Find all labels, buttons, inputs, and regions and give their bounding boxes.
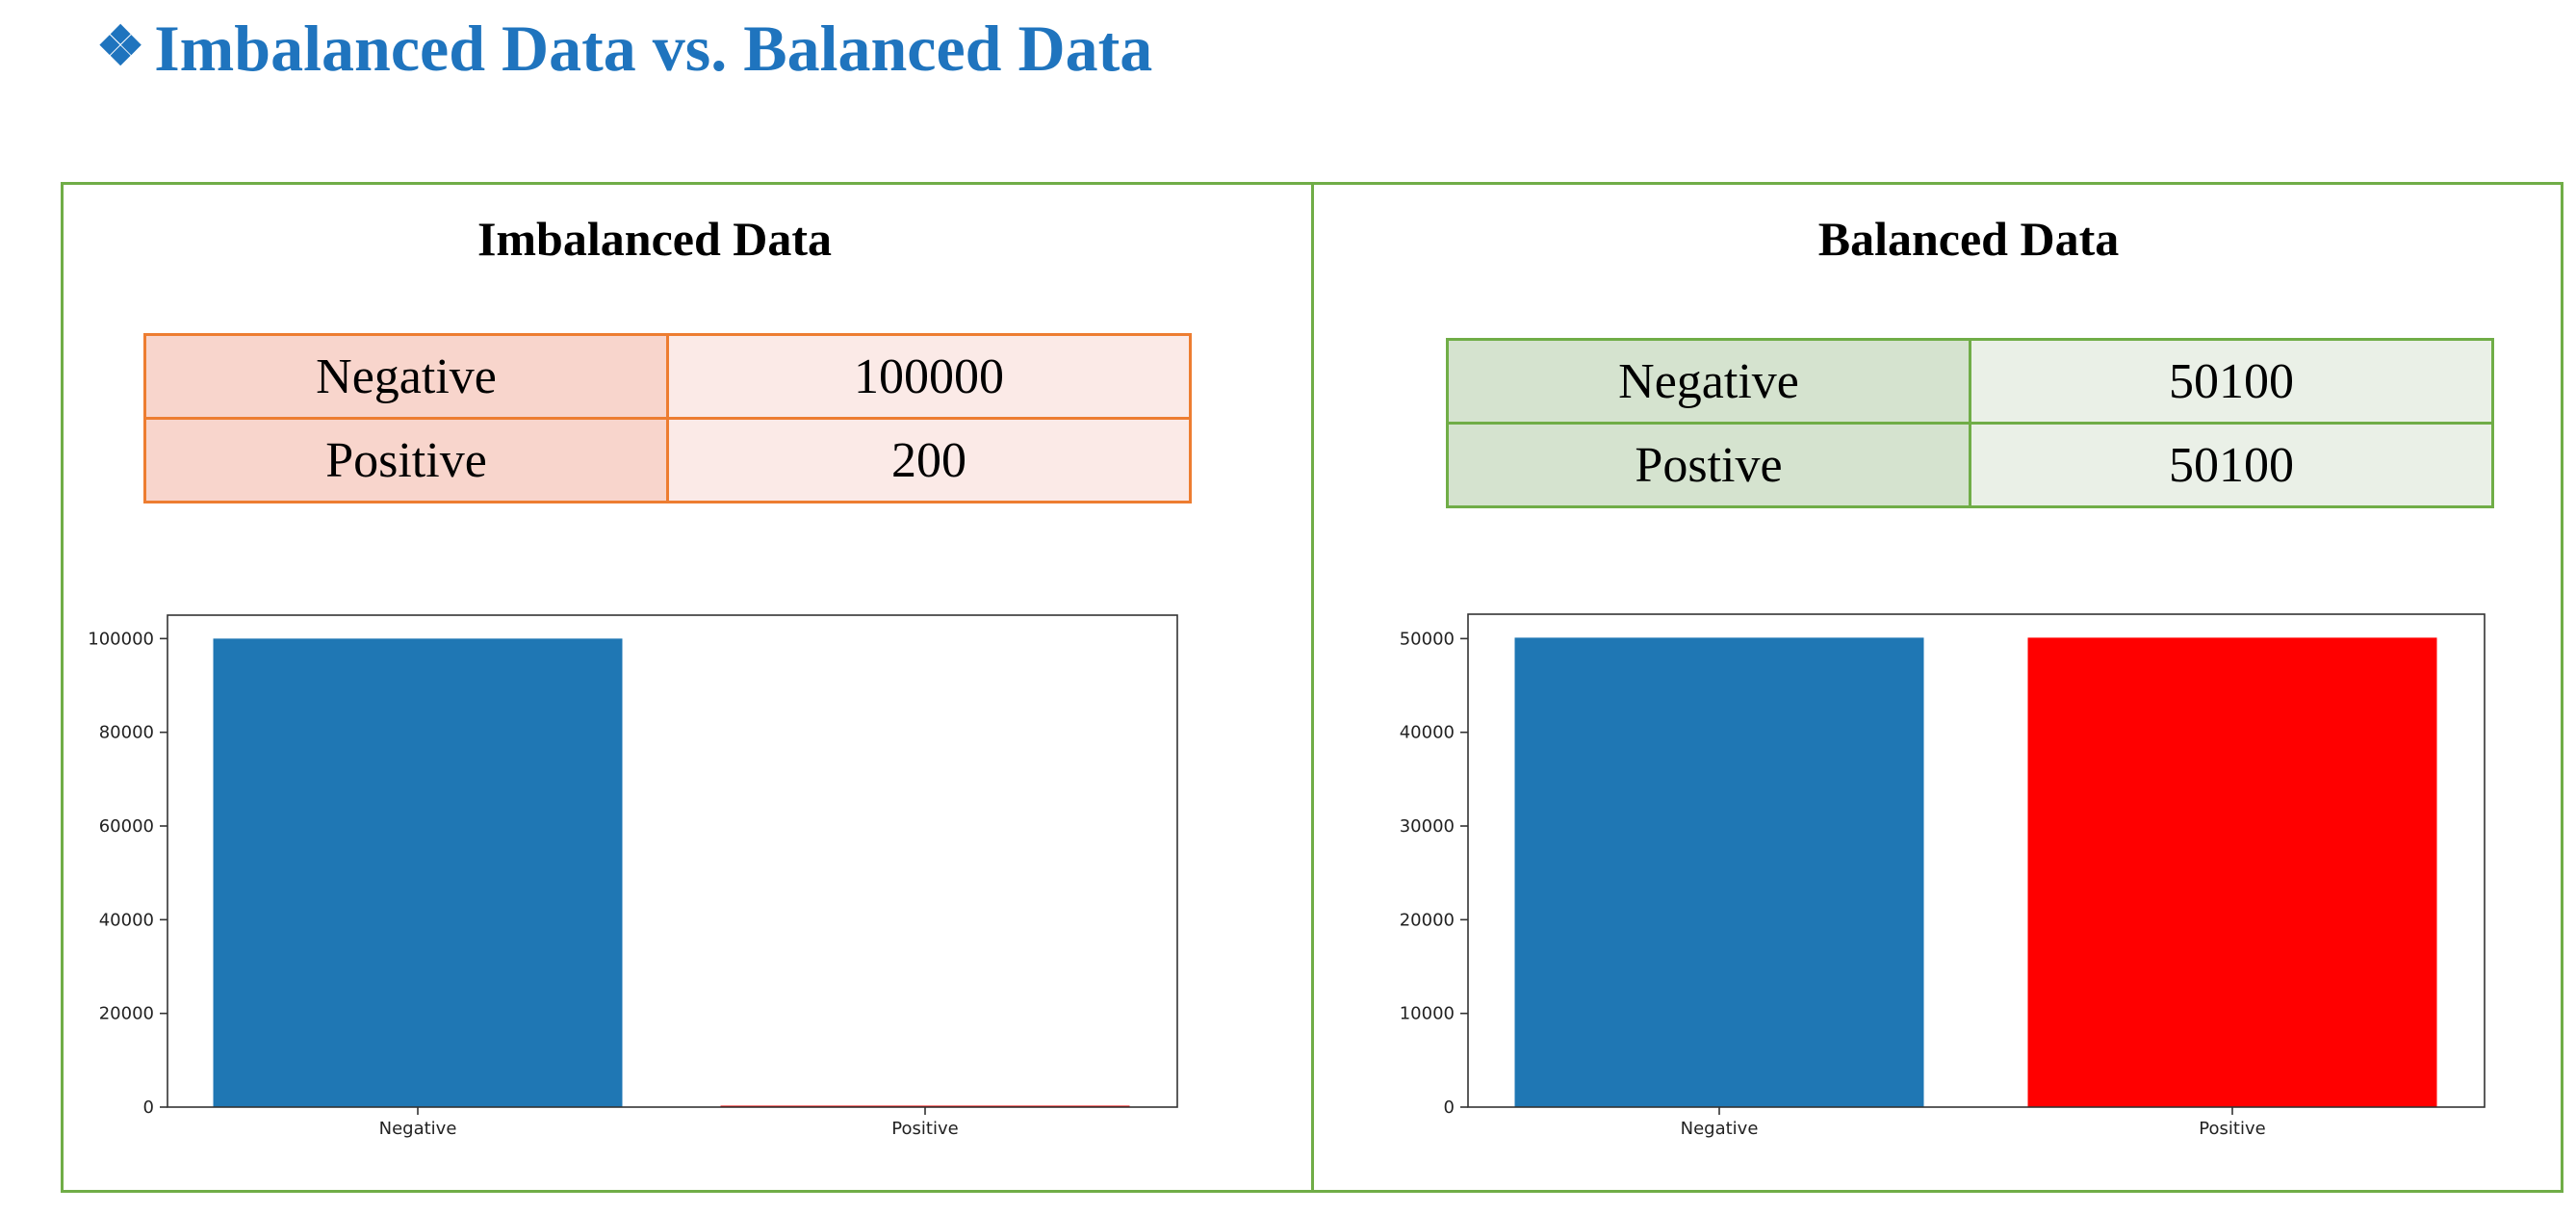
page-title: ❖ Imbalanced Data vs. Balanced Data [96,6,1152,90]
y-tick-label: 20000 [99,1004,154,1024]
y-tick-label: 10000 [1400,1004,1455,1024]
table-row: Negative 50100 [1446,338,2494,425]
table-row: Positive 200 [143,417,1192,503]
balanced-count-table: Negative 50100 Postive 50100 [1446,338,2494,508]
imbalanced-bar-chart: 0 20000 40000 60000 80000 100000 Negative Posit… [88,614,1178,1139]
table-value-cell: 50100 [1969,422,2494,508]
y-tick-label: 0 [143,1097,154,1118]
table-value-cell: 200 [666,417,1192,503]
y-tick-label: 60000 [99,816,154,837]
y-tick-label: 40000 [99,910,154,930]
diamond-bullet-icon: ❖ [96,17,145,77]
table-label-cell: Postive [1446,422,1971,508]
y-tick-label: 80000 [99,723,154,743]
y-tick-label: 0 [1444,1097,1455,1118]
table-row: Negative 100000 [143,333,1192,420]
y-tick-label: 50000 [1400,629,1455,649]
x-tick-label: Positive [891,1119,958,1139]
bar-positive [2027,637,2437,1107]
imbalanced-count-table: Negative 100000 Positive 200 [143,333,1192,503]
table-label-cell: Negative [1446,338,1971,425]
table-value-cell: 100000 [666,333,1192,420]
balanced-bar-chart: 0 10000 20000 30000 40000 50000 Negative Positi… [1400,613,2486,1139]
table-value-cell: 50100 [1969,338,2494,425]
bar-negative [1514,637,1924,1107]
y-tick-label: 100000 [88,629,154,649]
y-tick-label: 40000 [1400,723,1455,743]
x-tick-label: Negative [379,1119,457,1139]
plot-frame [1467,613,2486,1108]
x-tick-label: Negative [1681,1119,1759,1139]
imbalanced-panel-title: Imbalanced Data [477,212,833,266]
y-tick-label: 30000 [1400,816,1455,837]
plot-frame [167,614,1178,1108]
table-label-cell: Negative [143,333,669,420]
bar-negative [213,638,623,1107]
table-label-cell: Positive [143,417,669,503]
balanced-panel-title: Balanced Data [1817,212,2120,266]
page-title-text: Imbalanced Data vs. Balanced Data [154,12,1153,85]
table-row: Postive 50100 [1446,422,2494,508]
panel-divider [1311,182,1314,1193]
y-tick-label: 20000 [1400,910,1455,930]
x-tick-label: Positive [2199,1119,2265,1139]
